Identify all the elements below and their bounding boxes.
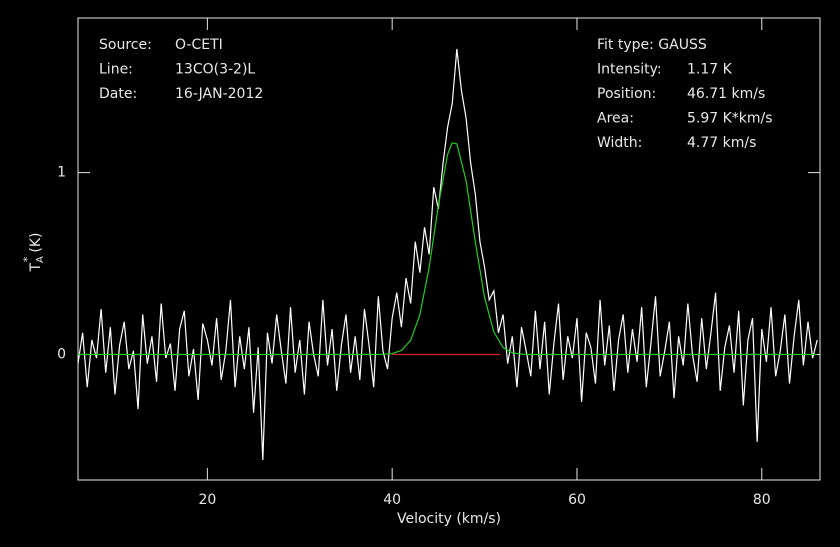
y-tick-label: 0 [57,346,66,362]
y-axis-label: TA* (K) [21,232,46,272]
info-value: 4.77 km/s [687,135,756,151]
x-tick-label: 40 [383,492,401,508]
x-tick-label: 80 [753,492,771,508]
info-value: 16-JAN-2012 [175,86,263,102]
info-label: Line: [99,62,133,78]
info-label: Intensity: [597,62,662,78]
x-tick-label: 60 [568,492,586,508]
x-axis-label: Velocity (km/s) [397,511,501,527]
info-value: O-CETI [175,37,223,53]
info-label: Date: [99,86,137,102]
info-label: Position: [597,86,656,102]
info-value: 13CO(3-2)L [175,62,255,78]
y-label-sup: * [21,256,34,262]
info-value: 1.17 K [687,62,733,78]
y-label-main: T [28,263,44,273]
info-label: Fit type: GAUSS [597,37,707,53]
series-line [77,48,818,461]
y-tick-label: 1 [57,165,66,181]
y-label-unit: (K) [28,232,44,252]
series-line [78,142,818,356]
x-tick-label: 20 [198,492,216,508]
y-label-sub: A [35,256,46,263]
info-value: 46.71 km/s [687,86,765,102]
plot-frame [77,17,821,481]
info-label: Area: [597,111,634,127]
info-label: Width: [597,135,642,151]
info-label: Source: [99,37,152,53]
info-value: 5.97 K*km/s [687,111,773,127]
